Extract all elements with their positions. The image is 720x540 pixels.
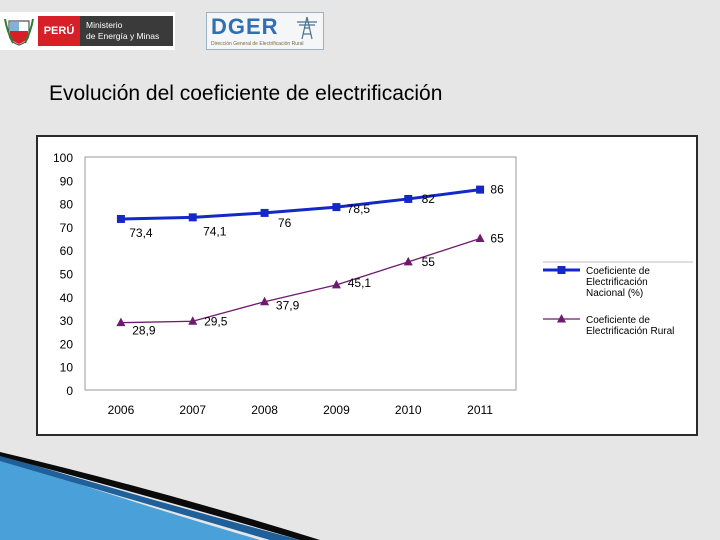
x-tick-label: 2008 [251, 403, 278, 417]
plot-area [84, 156, 517, 391]
x-tick-label: 2009 [323, 403, 350, 417]
data-label-rural: 65 [490, 232, 504, 246]
data-label-national: 78,5 [347, 202, 371, 216]
legend-label: Coeficiente de [586, 315, 650, 326]
legend-label: Electrificación [586, 277, 648, 288]
data-label-national: 76 [278, 216, 292, 230]
slide-title: Evolución del coeficiente de electrifica… [49, 82, 443, 105]
data-point-rural [116, 317, 126, 327]
data-point-rural [188, 316, 198, 325]
data-label-national: 86 [490, 183, 504, 197]
data-point-national [116, 214, 125, 223]
peru-badge: PERÚ [38, 16, 80, 46]
data-label-rural: 28,9 [132, 324, 156, 338]
x-tick-label: 2011 [467, 403, 493, 417]
y-tick-label: 50 [60, 268, 74, 282]
data-point-rural [403, 256, 413, 266]
y-tick-label: 30 [60, 314, 74, 328]
data-label-national: 73,4 [129, 226, 153, 240]
decorative-wave [0, 452, 320, 540]
data-point-national [188, 213, 197, 222]
series-line-rural [120, 237, 481, 324]
legend-marker-rural [557, 314, 566, 323]
x-tick-label: 2010 [395, 403, 422, 417]
y-tick-label: 40 [60, 291, 74, 305]
line-chart: 0 10 20 30 40 50 60 70 80 90 100 2006 2007 2008 2009 20… [53, 151, 693, 417]
legend-label: Nacional (%) [586, 288, 643, 299]
y-tick-label: 0 [66, 384, 73, 398]
header-logos: PERÚ Ministerio de Energía y Minas DGER … [0, 10, 330, 52]
y-tick-label: 10 [60, 361, 74, 375]
data-point-rural [331, 279, 341, 289]
legend-marker-national [557, 266, 566, 274]
y-tick-label: 100 [53, 151, 73, 165]
dger-logo: DGER Dirección General de Electrificació… [206, 12, 324, 50]
ministry-line-1: Ministerio [86, 20, 123, 30]
data-point-national [260, 208, 269, 217]
x-tick-label: 2007 [179, 403, 206, 417]
series-line-national [120, 188, 481, 221]
data-point-national [476, 185, 485, 194]
data-label-rural: 29,5 [204, 314, 228, 328]
y-tick-label: 90 [60, 174, 74, 188]
data-label-rural: 45,1 [348, 276, 372, 290]
y-tick-label: 70 [60, 221, 74, 235]
peru-ministry-logo: PERÚ Ministerio de Energía y Minas [0, 12, 175, 50]
data-label-national: 82 [422, 192, 436, 206]
power-tower-icon [297, 16, 317, 40]
legend-label: Electrificación Rural [586, 326, 674, 337]
data-label-national: 74,1 [203, 224, 227, 238]
data-point-national [332, 203, 341, 212]
ministry-name: Ministerio de Energía y Minas [80, 16, 173, 46]
dger-wordmark: DGER [211, 14, 279, 39]
x-tick-label: 2006 [108, 403, 135, 417]
legend-label: Coeficiente de [586, 266, 650, 277]
data-point-national [404, 194, 413, 203]
chart-container: 0 10 20 30 40 50 60 70 80 90 100 2006 2007 2008 2009 20… [36, 135, 698, 436]
ministry-line-2: de Energía y Minas [86, 31, 160, 41]
data-point-rural [475, 233, 485, 243]
dger-subtitle: Dirección General de Electrificación Rur… [211, 41, 304, 47]
data-label-rural: 55 [422, 255, 436, 269]
y-tick-label: 20 [60, 337, 74, 351]
y-tick-label: 60 [60, 244, 74, 258]
y-tick-label: 80 [60, 198, 74, 212]
data-label-rural: 37,9 [276, 299, 300, 313]
coat-of-arms-icon [4, 18, 34, 46]
data-point-rural [260, 296, 270, 306]
